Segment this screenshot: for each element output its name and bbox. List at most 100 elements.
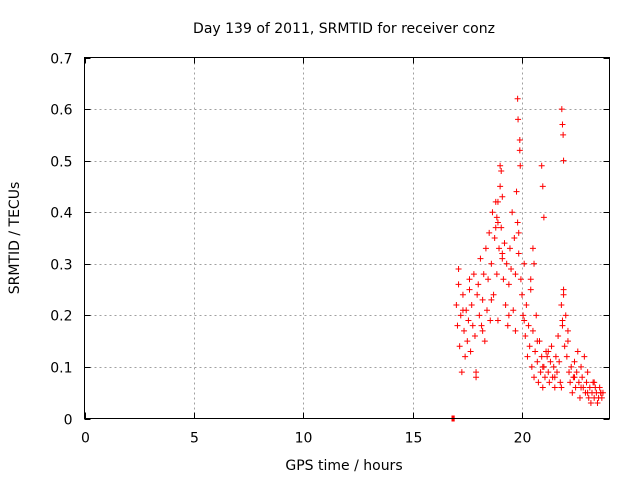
- data-point: [455, 281, 462, 288]
- data-point: [560, 131, 567, 138]
- data-point: [516, 147, 523, 154]
- data-point: [559, 317, 566, 324]
- data-point: [539, 183, 546, 190]
- data-point: [459, 307, 466, 314]
- data-point: [568, 363, 575, 370]
- data-point: [575, 379, 582, 386]
- data-point: [514, 219, 521, 226]
- data-point: [511, 235, 518, 241]
- data-point: [563, 353, 570, 360]
- x-axis-title: GPS time / hours: [285, 458, 402, 474]
- data-point: [499, 193, 506, 200]
- data-point: [499, 255, 506, 262]
- data-point: [559, 121, 566, 128]
- data-point: [526, 343, 533, 350]
- data-point: [523, 302, 530, 309]
- data-point: [501, 240, 508, 247]
- data-point: [583, 379, 590, 386]
- data-point: [469, 322, 476, 329]
- data-point: [531, 260, 538, 267]
- data-point: [504, 322, 511, 329]
- data-point: [512, 271, 519, 278]
- data-point: [513, 188, 520, 195]
- grid-lines: [84, 57, 610, 419]
- data-point: [475, 281, 482, 288]
- data-point: [571, 358, 578, 365]
- y-tick-label: 0.4: [50, 206, 72, 222]
- data-point: [488, 296, 495, 303]
- y-tick-label: 0: [64, 413, 73, 429]
- data-point: [455, 265, 462, 272]
- x-tick-label: 10: [295, 431, 313, 447]
- data-point: [587, 400, 594, 407]
- y-tick-label: 0.7: [50, 52, 72, 68]
- data-point: [484, 307, 490, 314]
- data-point: [581, 353, 588, 360]
- data-point: [457, 312, 464, 319]
- x-tick-label: 5: [190, 431, 199, 447]
- data-point: [516, 137, 523, 144]
- data-point: [494, 198, 501, 205]
- data-point: [470, 271, 477, 278]
- data-point: [554, 369, 560, 376]
- data-point: [591, 379, 598, 386]
- data-point: [560, 286, 567, 293]
- data-point: [576, 394, 583, 401]
- data-point: [527, 276, 534, 283]
- data-point: [521, 317, 528, 324]
- data-point: [538, 353, 545, 360]
- data-point: [486, 229, 493, 236]
- data-point: [555, 332, 562, 339]
- data-point: [506, 245, 513, 252]
- data-point: [560, 157, 567, 164]
- data-point: [566, 369, 573, 376]
- data-point: [559, 322, 566, 329]
- y-tick-label: 0.1: [50, 361, 72, 377]
- data-point: [548, 343, 555, 350]
- data-point: [466, 286, 473, 293]
- data-point: [479, 327, 486, 334]
- y-tick-label: 0.3: [50, 258, 72, 274]
- data-point: [505, 281, 512, 288]
- data-point: [485, 276, 492, 283]
- data-point: [454, 322, 461, 329]
- data-point: [517, 276, 524, 283]
- data-point: [586, 384, 593, 391]
- data-point: [597, 389, 604, 396]
- data-point: [561, 343, 568, 350]
- data-point: [453, 302, 460, 309]
- data-point: [545, 348, 552, 355]
- data-point: [560, 291, 567, 298]
- y-tick-label: 0.5: [50, 155, 72, 171]
- plot-frame: [84, 57, 610, 419]
- data-point: [489, 209, 496, 216]
- data-point: [491, 235, 498, 241]
- data-point: [515, 250, 522, 257]
- x-tick-label: 15: [405, 431, 423, 447]
- data-point: [468, 302, 475, 309]
- data-point: [531, 374, 538, 381]
- data-point: [564, 327, 571, 334]
- data-point: [558, 106, 565, 113]
- data-point: [535, 379, 542, 386]
- data-point: [540, 214, 547, 221]
- data-point: [520, 312, 527, 319]
- data-point: [557, 379, 564, 386]
- data-point: [512, 327, 519, 334]
- data-point: [503, 260, 510, 267]
- data-point: [529, 245, 536, 252]
- data-point: [533, 312, 540, 319]
- data-point: [539, 363, 546, 370]
- data-point: [537, 369, 544, 376]
- data-point: [456, 343, 463, 350]
- y-axis-title: SRMTID / TECUs: [7, 182, 23, 295]
- data-point: [473, 369, 480, 376]
- x-tick-label: 20: [514, 431, 532, 447]
- data-point: [505, 312, 512, 319]
- data-point: [558, 384, 565, 391]
- data-point: [567, 379, 574, 386]
- tick-labels: 0 0.1 0.2 0.3 0.4 0.5 0.6 0.7 0 5 10 15 20: [50, 52, 531, 447]
- data-point: [532, 348, 539, 355]
- data-point: [502, 302, 509, 309]
- data-point: [464, 338, 471, 345]
